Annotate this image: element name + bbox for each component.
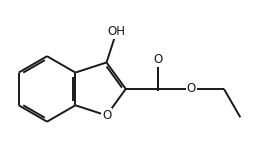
Text: O: O [186,82,196,95]
Text: OH: OH [108,25,126,38]
Text: O: O [102,109,111,122]
Text: O: O [154,53,163,66]
